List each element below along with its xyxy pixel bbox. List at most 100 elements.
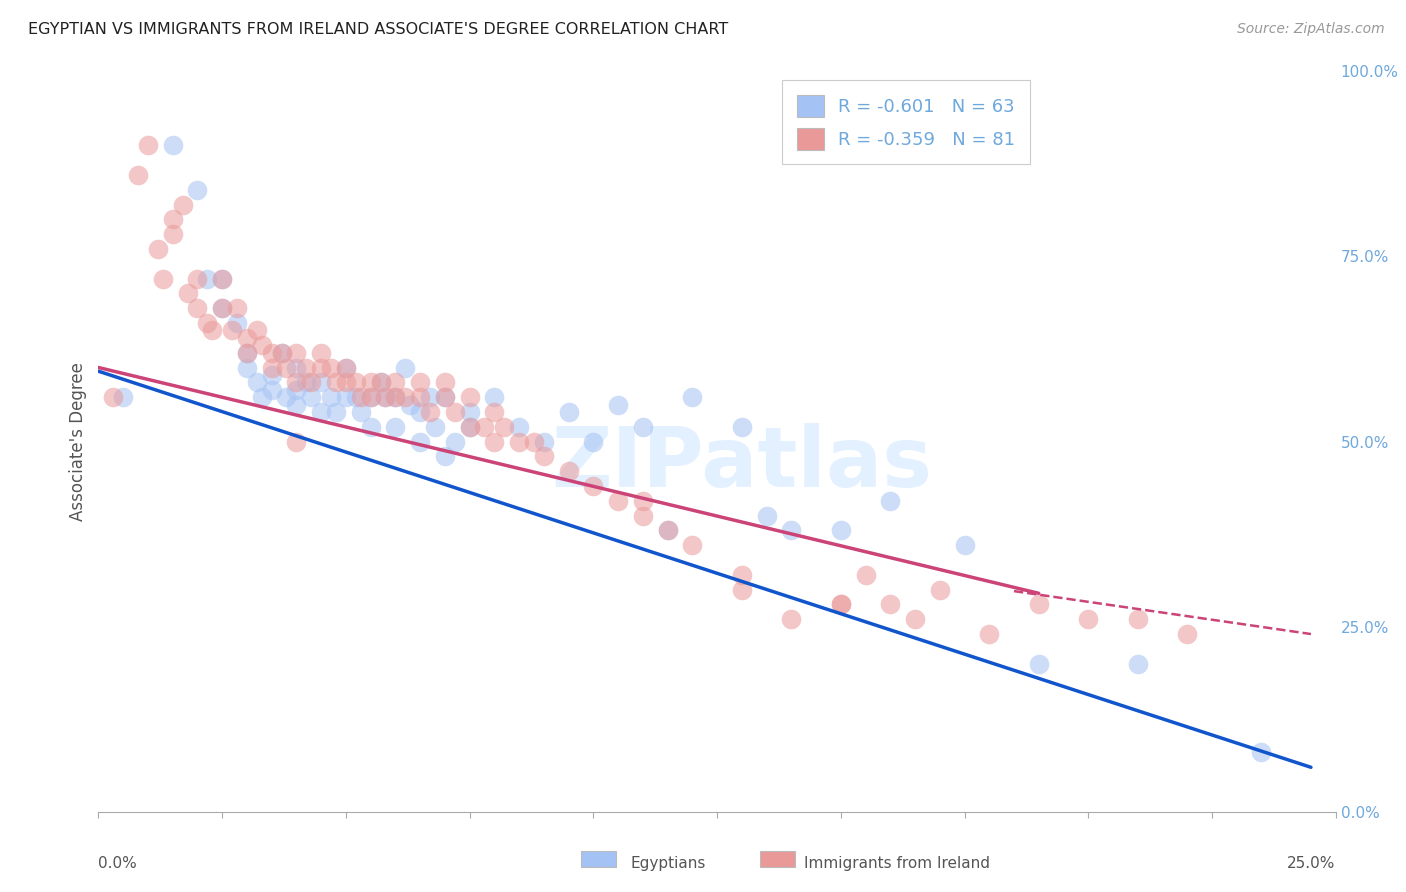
Point xyxy=(953,538,976,552)
Point xyxy=(309,405,332,419)
Point xyxy=(582,434,605,449)
Point xyxy=(285,345,308,359)
Point xyxy=(176,286,198,301)
Point xyxy=(830,598,852,612)
Point xyxy=(370,376,392,390)
Point xyxy=(419,405,441,419)
Point xyxy=(162,227,184,242)
Point xyxy=(136,138,159,153)
Point xyxy=(374,390,396,404)
Point xyxy=(211,301,233,316)
Point xyxy=(285,434,308,449)
Point xyxy=(299,376,322,390)
Point xyxy=(360,419,382,434)
Point xyxy=(211,271,233,285)
Point xyxy=(458,419,481,434)
Legend: R = -0.601   N = 63, R = -0.359   N = 81: R = -0.601 N = 63, R = -0.359 N = 81 xyxy=(782,80,1029,164)
Point xyxy=(285,376,308,390)
Point xyxy=(236,360,259,375)
Point xyxy=(979,627,1001,641)
Point xyxy=(508,434,530,449)
Text: 0.0%: 0.0% xyxy=(98,856,138,871)
Point xyxy=(458,419,481,434)
Point xyxy=(928,582,950,597)
Point xyxy=(657,524,679,538)
Point xyxy=(335,376,357,390)
Point xyxy=(211,301,233,316)
Point xyxy=(270,345,292,359)
Point xyxy=(384,390,406,404)
Point xyxy=(260,383,283,397)
Point xyxy=(344,376,367,390)
Point xyxy=(394,360,416,375)
FancyBboxPatch shape xyxy=(581,851,616,867)
Point xyxy=(433,450,456,464)
Point xyxy=(399,397,422,411)
Point xyxy=(631,419,654,434)
Point xyxy=(285,397,308,411)
Point xyxy=(533,434,555,449)
Point xyxy=(360,390,382,404)
Point xyxy=(384,376,406,390)
Point xyxy=(299,390,322,404)
Text: 25.0%: 25.0% xyxy=(1288,856,1336,871)
Point xyxy=(374,390,396,404)
Point xyxy=(127,168,149,182)
Point xyxy=(162,212,184,227)
Point xyxy=(474,419,496,434)
Point xyxy=(484,434,506,449)
Point xyxy=(607,397,630,411)
Point xyxy=(152,271,174,285)
Point xyxy=(319,360,342,375)
Point xyxy=(830,524,852,538)
Point xyxy=(276,390,298,404)
Point xyxy=(780,612,803,626)
Point xyxy=(731,419,754,434)
Point xyxy=(631,508,654,523)
Point xyxy=(325,405,347,419)
Point xyxy=(879,598,901,612)
Point xyxy=(309,345,332,359)
Point xyxy=(335,360,357,375)
Text: Source: ZipAtlas.com: Source: ZipAtlas.com xyxy=(1237,22,1385,37)
Point xyxy=(295,360,318,375)
Point xyxy=(172,197,194,211)
Point xyxy=(409,376,432,390)
Point xyxy=(904,612,927,626)
Point xyxy=(557,464,579,478)
Point xyxy=(295,376,318,390)
Point xyxy=(260,360,283,375)
Point xyxy=(260,345,283,359)
Point xyxy=(533,450,555,464)
Point xyxy=(201,324,224,338)
Point xyxy=(1250,746,1272,760)
Point xyxy=(394,390,416,404)
Point xyxy=(681,538,703,552)
Point xyxy=(270,345,292,359)
Point xyxy=(236,345,259,359)
Point xyxy=(384,419,406,434)
Point xyxy=(409,390,432,404)
Point xyxy=(335,360,357,375)
Point xyxy=(211,271,233,285)
Point xyxy=(409,434,432,449)
Point xyxy=(370,376,392,390)
Point xyxy=(384,390,406,404)
Point xyxy=(250,338,273,352)
Point xyxy=(186,183,208,197)
Point xyxy=(1175,627,1198,641)
Point xyxy=(433,390,456,404)
Point xyxy=(186,301,208,316)
Point xyxy=(657,524,679,538)
Text: Immigrants from Ireland: Immigrants from Ireland xyxy=(804,856,990,871)
Point xyxy=(484,405,506,419)
Point xyxy=(458,405,481,419)
Point xyxy=(162,138,184,153)
Point xyxy=(508,419,530,434)
Point xyxy=(1028,657,1050,671)
Point xyxy=(731,567,754,582)
Point xyxy=(607,493,630,508)
Point xyxy=(250,390,273,404)
Point xyxy=(631,493,654,508)
Point xyxy=(285,383,308,397)
